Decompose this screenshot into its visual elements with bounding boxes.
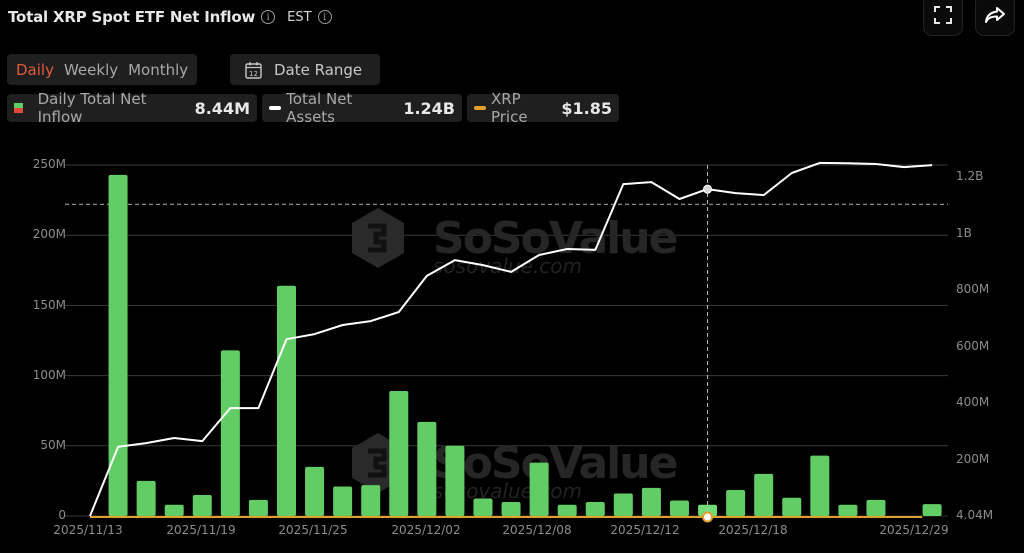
bar: [782, 497, 802, 516]
x-tick: 2025/12/29: [879, 523, 949, 537]
tab-daily[interactable]: Daily: [16, 60, 54, 79]
x-tick: 2025/12/02: [391, 523, 461, 537]
watermark: SoSoValuesosovalue.comSoSoValuesosovalue…: [352, 208, 679, 503]
page-title: Total XRP Spot ETF Net Inflow: [8, 8, 256, 26]
bar: [838, 504, 858, 516]
svg-text:SoSoValue: SoSoValue: [433, 213, 677, 264]
line-swatch-icon: [269, 106, 282, 110]
y-tick: 4.04M: [956, 508, 994, 522]
y-tick: 250M: [32, 157, 66, 171]
bar: [192, 494, 212, 516]
bar: [698, 504, 718, 516]
y-tick: 100M: [32, 368, 66, 382]
tab-weekly[interactable]: Weekly: [63, 60, 119, 79]
legend-value: 1.24B: [403, 98, 455, 118]
gridlines: [65, 164, 948, 517]
date-range-label: Date Range: [274, 60, 363, 79]
bar: [445, 445, 465, 516]
svg-text:sosovalue.com: sosovalue.com: [433, 254, 582, 278]
bar: [922, 504, 942, 516]
bar: [417, 421, 437, 516]
x-tick: 2025/12/18: [718, 523, 788, 537]
share-icon: [985, 7, 1005, 23]
y-tick: 1B: [956, 226, 972, 240]
bar: [810, 455, 830, 516]
bar: [108, 174, 128, 516]
x-tick: 2025/11/25: [278, 523, 348, 537]
y-tick: 600M: [956, 339, 990, 353]
legend-label: XRP Price: [490, 90, 528, 126]
bar: [333, 486, 353, 516]
y-tick: 400M: [956, 395, 990, 409]
legend-label: Total Net Assets: [286, 90, 353, 126]
calendar-icon: 12: [245, 61, 262, 79]
x-tick: 2025/11/19: [166, 523, 236, 537]
bar: [726, 490, 746, 516]
bar: [305, 466, 325, 516]
y-tick: 1.2B: [956, 169, 984, 183]
bar: [248, 499, 268, 516]
bar: [164, 504, 184, 516]
bar: [585, 501, 605, 516]
legend-value: $1.85: [561, 98, 612, 118]
y-tick: 50M: [40, 438, 66, 452]
bar: [361, 485, 381, 516]
info-icon[interactable]: i: [261, 10, 276, 24]
timezone-label: EST: [287, 9, 312, 25]
y-tick: 150M: [32, 298, 66, 312]
overlay: [89, 161, 933, 523]
bar: [613, 493, 633, 516]
tab-monthly[interactable]: Monthly: [128, 60, 189, 79]
timezone-info-icon[interactable]: i: [317, 10, 332, 24]
fullscreen-button[interactable]: [923, 0, 963, 36]
bar: [389, 391, 409, 516]
legend-item-xrp-price[interactable]: XRP Price $1.85: [467, 90, 619, 126]
bar: [866, 499, 886, 516]
y-tick: 800M: [956, 282, 990, 296]
bar: [276, 285, 296, 516]
bar: [641, 487, 661, 516]
legend-value: 8.44M: [194, 98, 250, 118]
bar-swatch-icon: [14, 103, 23, 113]
bar: [136, 480, 156, 516]
bar: [501, 501, 521, 516]
legend-label: Daily Total Net Inflow: [37, 90, 147, 126]
y-tick: 0: [58, 508, 66, 522]
bar: [669, 500, 689, 516]
y-tick: 200M: [32, 227, 66, 241]
bar: [529, 462, 549, 516]
x-tick: 2025/12/12: [610, 523, 680, 537]
bar: [754, 473, 774, 516]
legend-item-net-assets[interactable]: Total Net Assets 1.24B: [262, 90, 462, 126]
bar: [473, 498, 493, 516]
svg-text:12: 12: [249, 70, 258, 78]
legend-item-net-inflow[interactable]: Daily Total Net Inflow 8.44M: [7, 90, 257, 126]
share-button[interactable]: [975, 0, 1015, 36]
header: Total XRP Spot ETF Net Inflow i EST i: [8, 4, 332, 30]
inflow-bars: [108, 174, 942, 516]
svg-text:sosovalue.com: sosovalue.com: [433, 479, 582, 503]
date-range-button[interactable]: 12 Date Range: [230, 54, 380, 85]
x-tick: 2025/12/08: [502, 523, 572, 537]
period-selector: Daily Weekly Monthly: [7, 54, 198, 85]
bar: [557, 504, 577, 516]
y-tick: 200M: [956, 452, 990, 466]
line-swatch-icon: [474, 106, 486, 110]
svg-text:SoSoValue: SoSoValue: [433, 438, 677, 489]
fullscreen-icon: [934, 6, 952, 24]
bar: [220, 350, 240, 516]
x-tick: 2025/11/13: [53, 523, 123, 537]
